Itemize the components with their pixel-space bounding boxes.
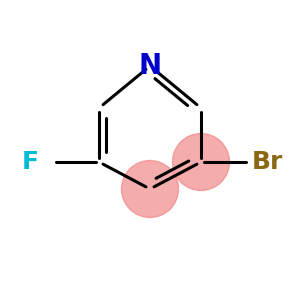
Circle shape (172, 134, 230, 190)
Text: N: N (138, 52, 162, 80)
Text: Br: Br (251, 150, 283, 174)
Text: F: F (22, 150, 38, 174)
Circle shape (122, 160, 178, 218)
